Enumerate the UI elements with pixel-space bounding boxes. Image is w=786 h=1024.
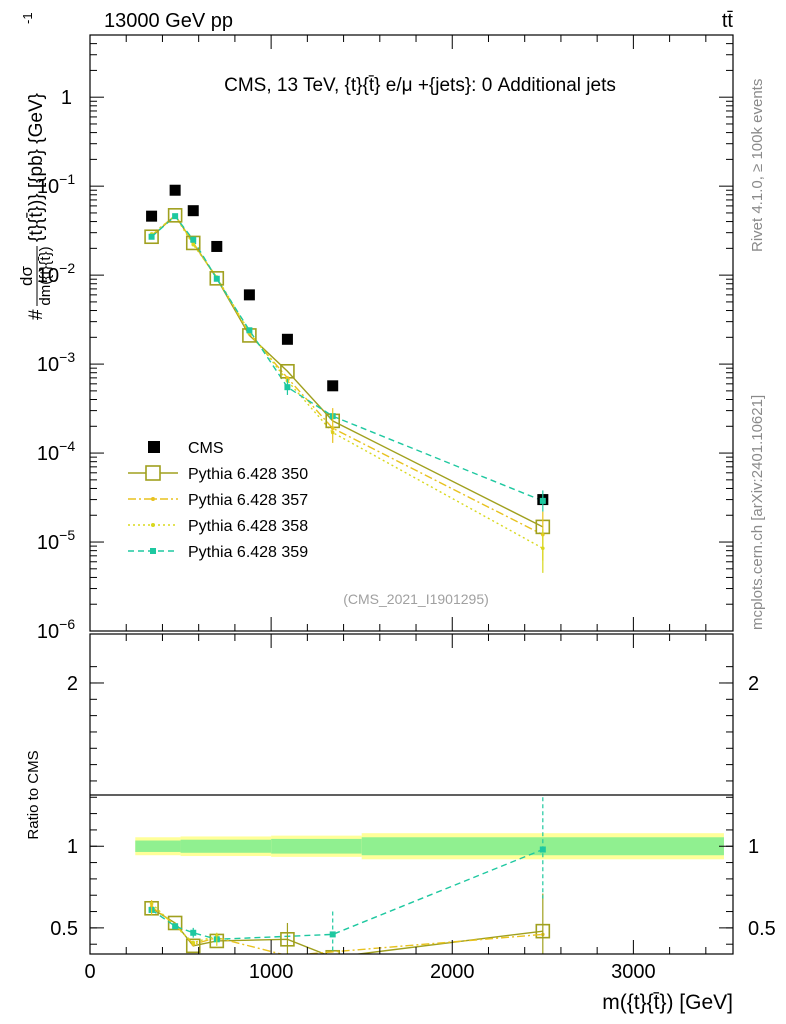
main-title: CMS, 13 TeV, {t}{t̄} e/μ +{jets}: 0 Addi… <box>224 75 616 96</box>
inner-band <box>135 840 181 852</box>
cms-data-point <box>281 333 293 345</box>
pythia-350-point <box>144 229 159 245</box>
energy-label: 13000 GeV pp <box>104 10 233 32</box>
x-tick-label: 3000 <box>611 961 656 983</box>
cms-data-point <box>211 240 223 252</box>
pythia-350-point <box>185 235 201 251</box>
series-line-2 <box>151 214 544 536</box>
main-y-tick-labels: 10−6 10−5 10−4 10−3 10−2 10−1 1 <box>37 87 75 643</box>
ratio-line-0 <box>151 907 543 954</box>
y-tick-label: 1 <box>61 87 72 109</box>
main-frame <box>89 34 734 632</box>
pythia-350-point <box>167 208 183 223</box>
pythia-359-point <box>213 275 220 282</box>
legend-entry: Pythia 6.428 358 <box>128 518 308 535</box>
y-label-numerator: dσ <box>17 266 36 286</box>
legend-label: Pythia 6.428 350 <box>188 466 308 483</box>
ratio-series-group <box>144 797 551 954</box>
ratio-point-350 <box>167 915 183 931</box>
process-label: tt̄ <box>722 10 734 32</box>
y-tick-label: 10−4 <box>37 438 75 465</box>
ratio-point-359 <box>172 923 179 930</box>
inner-band <box>361 837 724 856</box>
x-tick-label: 1000 <box>249 961 294 983</box>
watermark: (CMS_2021_I1901295) <box>343 591 489 607</box>
legend-entry: CMS <box>148 440 224 457</box>
cms-data-point <box>327 380 339 392</box>
y-label-units: {t}{t̄})} [{pb} {GeV} <box>26 93 47 242</box>
pythia-point <box>285 376 290 380</box>
pythia-point <box>191 242 196 247</box>
y-tick-label: 10−2 <box>37 260 75 287</box>
legend-label: Pythia 6.428 357 <box>188 492 308 509</box>
legend-marker <box>151 497 155 501</box>
y-tick-label: 10−5 <box>37 527 75 554</box>
x-tick-label: 2000 <box>430 961 475 983</box>
y-tick-label: 10−6 <box>37 616 75 643</box>
ratio-y-axis-label: Ratio to CMS <box>25 750 42 839</box>
main-minor-ticks <box>89 34 733 632</box>
legend-marker <box>148 441 160 453</box>
main-y-axis-label: # dσ dm({t}{t̄}) {t}{t̄})} [{pb} {GeV} -… <box>17 12 54 320</box>
legend-marker <box>145 465 161 481</box>
legend-label: Pythia 6.428 359 <box>188 544 308 561</box>
x-tick-label: 0 <box>84 961 95 983</box>
ratio-point-359 <box>190 929 197 936</box>
inner-band <box>271 838 362 854</box>
series-line-4 <box>151 215 544 502</box>
legend-entry: Pythia 6.428 350 <box>128 465 308 483</box>
main-series <box>144 184 551 573</box>
y-label-prefix: # <box>26 309 47 320</box>
legend-marker <box>151 523 155 527</box>
ratio-y-tick-label: 2 <box>67 673 78 695</box>
ratio-line-2 <box>151 902 217 944</box>
legend-label: CMS <box>188 440 224 457</box>
ratio-line-1 <box>151 906 543 954</box>
cms-data-point <box>169 184 181 196</box>
ratio-series <box>144 797 551 954</box>
main-panel: 10−6 10−5 10−4 10−3 10−2 10−1 1 CMS, 13 TeV, {… <box>17 12 734 643</box>
series-line-3 <box>151 215 544 549</box>
y-tick-label: 10−1 <box>37 171 75 198</box>
legend: CMS Pythia 6.428 350 Pythia 6.428 357 Pythi… <box>128 440 308 561</box>
ratio-frame <box>89 633 734 955</box>
ratio-point-350 <box>325 949 341 954</box>
cms-data-point <box>243 289 255 301</box>
legend-entry: Pythia 6.428 359 <box>128 544 308 561</box>
ratio-y-tick-label: 0.5 <box>50 918 78 940</box>
legend-entry: Pythia 6.428 357 <box>128 492 308 509</box>
legend-marker <box>150 548 156 554</box>
ratio-y-tick-label-right: 1 <box>748 836 759 858</box>
ratio-ticks: 0.5 0.5 1 1 2 2 0 1000 2000 3000 <box>50 634 776 983</box>
pythia-359-point <box>172 213 179 220</box>
ratio-y-tick-label: 1 <box>67 836 78 858</box>
rivet-label: Rivet 4.1.0, ≥ 100k events <box>749 79 766 252</box>
pythia-350-point <box>209 271 225 286</box>
ratio-y-tick-label-right: 2 <box>748 673 759 695</box>
ratio-point <box>191 940 196 945</box>
pythia-359-point <box>190 236 197 243</box>
y-label-denominator: dm({t}{t̄}) <box>37 246 54 305</box>
pythia-359-point <box>148 233 155 240</box>
ratio-y-tick-label-right: 0.5 <box>748 918 776 940</box>
cms-data-point <box>146 210 158 222</box>
cms-data-point <box>187 205 199 217</box>
inner-band <box>180 839 272 853</box>
ratio-panel: 0.5 0.5 1 1 2 2 0 1000 2000 3000 Ratio to CMS m({… <box>25 633 776 1014</box>
y-label-exponent: -1 <box>20 12 35 24</box>
x-axis-label: m({t}{t̄}) [GeV] <box>602 991 733 1014</box>
ratio-point-350 <box>185 938 201 954</box>
y-tick-label: 10−3 <box>37 349 75 376</box>
ratio-uncertainty-bands <box>135 833 724 860</box>
legend-label: Pythia 6.428 358 <box>188 518 308 535</box>
ratio-line-3 <box>151 848 544 941</box>
mcplots-label: mcplots.cern.ch [arXiv:2401.10621] <box>749 395 766 630</box>
pythia-359-point <box>246 327 253 334</box>
